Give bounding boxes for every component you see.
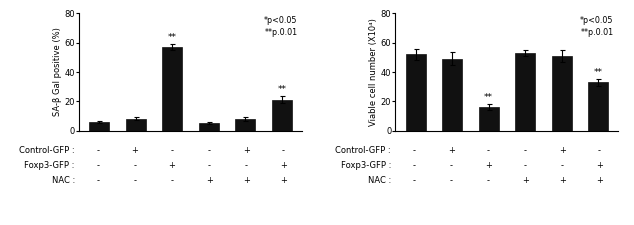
- Text: NAC :: NAC :: [368, 176, 391, 185]
- Bar: [442, 59, 462, 130]
- Text: -: -: [413, 146, 415, 155]
- Text: -: -: [487, 146, 489, 155]
- Text: -: -: [133, 161, 136, 170]
- Text: +: +: [243, 176, 250, 185]
- Bar: [406, 54, 425, 130]
- Text: -: -: [487, 176, 489, 185]
- Text: -: -: [561, 161, 564, 170]
- Text: -: -: [524, 161, 527, 170]
- Text: **: **: [277, 85, 287, 94]
- Text: -: -: [598, 146, 601, 155]
- Text: *p<0.05
**p.0.01: *p<0.05 **p.0.01: [264, 16, 297, 37]
- Text: **: **: [593, 68, 602, 77]
- Text: **: **: [168, 34, 177, 43]
- Bar: [272, 100, 292, 130]
- Text: Foxp3-GFP :: Foxp3-GFP :: [25, 161, 75, 170]
- Text: +: +: [596, 161, 603, 170]
- Text: +: +: [169, 161, 176, 170]
- Bar: [515, 53, 535, 130]
- Text: +: +: [485, 161, 492, 170]
- Bar: [479, 107, 498, 130]
- Bar: [162, 47, 183, 130]
- Text: +: +: [243, 146, 250, 155]
- Text: +: +: [559, 176, 566, 185]
- Text: +: +: [131, 146, 138, 155]
- Text: Foxp3-GFP :: Foxp3-GFP :: [340, 161, 391, 170]
- Y-axis label: Viable cell number (X10⁴): Viable cell number (X10⁴): [369, 18, 378, 126]
- Bar: [588, 82, 608, 130]
- Text: -: -: [171, 146, 174, 155]
- Bar: [89, 122, 110, 130]
- Text: -: -: [208, 161, 210, 170]
- Text: -: -: [133, 176, 136, 185]
- Text: *p<0.05
**p.0.01: *p<0.05 **p.0.01: [580, 16, 614, 37]
- Text: -: -: [208, 146, 210, 155]
- Text: **: **: [484, 93, 493, 102]
- Bar: [199, 123, 219, 130]
- Text: +: +: [280, 176, 287, 185]
- Text: -: -: [96, 161, 100, 170]
- Text: -: -: [413, 161, 415, 170]
- Text: -: -: [413, 176, 415, 185]
- Text: -: -: [450, 161, 453, 170]
- Text: +: +: [280, 161, 287, 170]
- Text: -: -: [524, 146, 527, 155]
- Text: +: +: [522, 176, 529, 185]
- Text: -: -: [245, 161, 248, 170]
- Text: +: +: [559, 146, 566, 155]
- Text: +: +: [205, 176, 212, 185]
- Text: Control-GFP :: Control-GFP :: [335, 146, 391, 155]
- Text: -: -: [96, 176, 100, 185]
- Text: -: -: [171, 176, 174, 185]
- Bar: [126, 119, 146, 130]
- Text: Control-GFP :: Control-GFP :: [19, 146, 75, 155]
- Text: NAC :: NAC :: [51, 176, 75, 185]
- Text: -: -: [450, 176, 453, 185]
- Text: +: +: [596, 176, 603, 185]
- Bar: [552, 56, 572, 130]
- Text: -: -: [282, 146, 285, 155]
- Text: -: -: [96, 146, 100, 155]
- Y-axis label: SA-β Gal positive (%): SA-β Gal positive (%): [53, 28, 61, 117]
- Bar: [235, 119, 256, 130]
- Text: +: +: [448, 146, 455, 155]
